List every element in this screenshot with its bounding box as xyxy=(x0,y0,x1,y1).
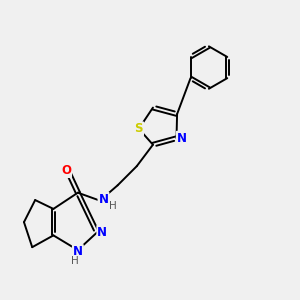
Text: N: N xyxy=(73,245,83,258)
Text: H: H xyxy=(109,201,117,211)
Text: O: O xyxy=(61,164,71,177)
Text: H: H xyxy=(71,256,79,266)
Text: N: N xyxy=(97,226,107,239)
Text: N: N xyxy=(177,132,187,145)
Text: S: S xyxy=(135,122,143,135)
Text: N: N xyxy=(98,193,109,206)
